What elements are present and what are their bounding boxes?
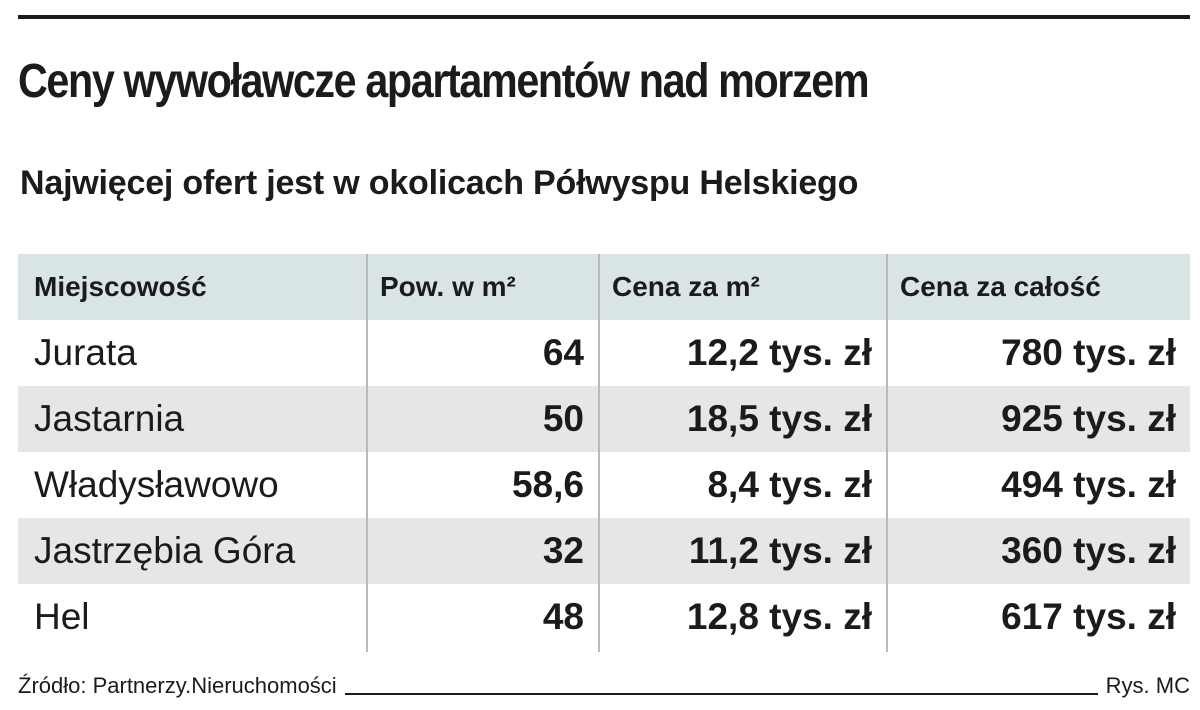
footer-rule: [344, 693, 1098, 695]
column-header-price-per-m2: Cena za m²: [612, 271, 760, 302]
cell-locality: Władysławowo: [34, 464, 279, 505]
table-row: Jastarnia 50 18,5 tys. zł 925 tys. zł: [18, 386, 1190, 452]
credit-note: Rys. MC: [1105, 673, 1190, 698]
cell-price-per-m2: 12,2 tys. zł: [686, 332, 872, 373]
cell-area: 58,6: [511, 464, 584, 505]
cell-locality: Jastrzębia Góra: [34, 530, 296, 571]
cell-price-per-m2: 12,8 tys. zł: [686, 596, 872, 637]
cell-locality: Jurata: [34, 332, 137, 373]
table-row: Jurata 64 12,2 tys. zł 780 tys. zł: [18, 320, 1190, 386]
column-divider: [366, 254, 368, 652]
cell-price-per-m2: 8,4 tys. zł: [707, 464, 872, 505]
table-row: Hel 48 12,8 tys. zł 617 tys. zł: [18, 584, 1190, 650]
column-header-area: Pow. w m²: [380, 271, 516, 302]
footer: Źródło: Partnerzy.Nieruchomości Rys. MC: [18, 672, 1190, 700]
table-row: Władysławowo 58,6 8,4 tys. zł 494 tys. zł: [18, 452, 1190, 518]
cell-area: 32: [542, 530, 584, 571]
top-rule: [18, 15, 1190, 19]
source-note: Źródło: Partnerzy.Nieruchomości: [18, 673, 337, 698]
column-divider: [598, 254, 600, 652]
cell-total-price: 780 tys. zł: [1001, 332, 1176, 373]
cell-total-price: 925 tys. zł: [1001, 398, 1176, 439]
cell-total-price: 494 tys. zł: [1001, 464, 1176, 505]
cell-price-per-m2: 18,5 tys. zł: [686, 398, 872, 439]
chart-title: Ceny wywoławcze apartamentów nad morzem: [18, 55, 870, 108]
cell-area: 64: [542, 332, 584, 373]
cell-locality: Hel: [34, 596, 90, 637]
chart-subtitle: Najwięcej ofert jest w okolicach Półwysp…: [20, 164, 859, 202]
cell-total-price: 617 tys. zł: [1001, 596, 1176, 637]
price-table: Miejscowość Pow. w m² Cena za m² Cena za…: [18, 254, 1190, 650]
table-row: Jastrzębia Góra 32 11,2 tys. zł 360 tys. zł: [18, 518, 1190, 584]
cell-area: 48: [542, 596, 584, 637]
cell-locality: Jastarnia: [34, 398, 185, 439]
cell-price-per-m2: 11,2 tys. zł: [688, 530, 872, 571]
table-header-row: Miejscowość Pow. w m² Cena za m² Cena za…: [18, 254, 1190, 320]
column-header-locality: Miejscowość: [34, 271, 207, 302]
column-header-total-price: Cena za całość: [900, 271, 1101, 302]
cell-area: 50: [542, 398, 584, 439]
column-divider: [886, 254, 888, 652]
cell-total-price: 360 tys. zł: [1001, 530, 1176, 571]
